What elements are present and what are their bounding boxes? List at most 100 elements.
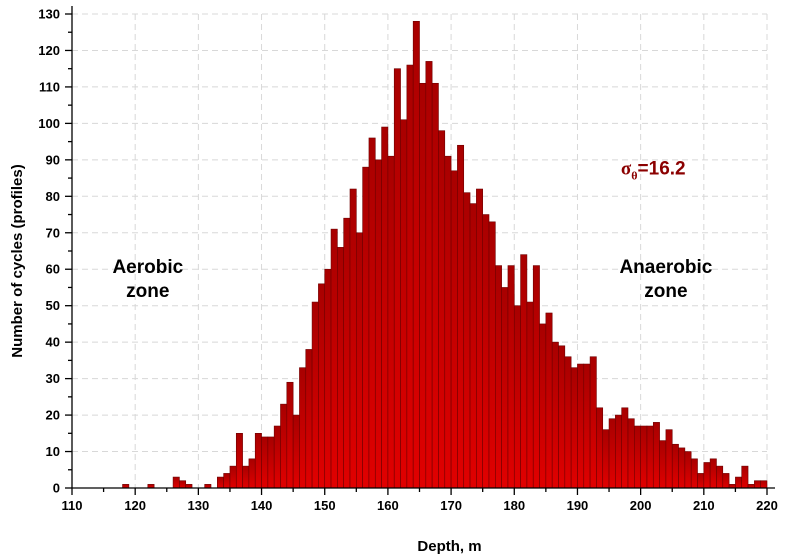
histogram-bar — [349, 188, 357, 489]
histogram-bar — [501, 287, 509, 489]
histogram-bar — [659, 440, 667, 489]
y-tick-label: 130 — [38, 7, 60, 22]
x-tick-label: 200 — [630, 498, 652, 513]
histogram-bar — [722, 473, 730, 489]
histogram-bar — [330, 228, 338, 489]
histogram-bar — [507, 265, 515, 489]
histogram-bar — [608, 418, 616, 489]
histogram-bar — [172, 476, 180, 489]
histogram-bar — [463, 192, 471, 489]
histogram-bar — [280, 403, 288, 489]
histogram-bar — [488, 221, 496, 489]
y-tick-label: 40 — [46, 335, 60, 350]
histogram-bar — [634, 425, 641, 489]
y-tick-label: 20 — [46, 408, 60, 423]
y-tick-label: 60 — [46, 262, 60, 277]
histogram-bar — [735, 476, 743, 489]
histogram-bar — [671, 443, 679, 489]
histogram-bar — [678, 447, 686, 489]
y-tick-label: 0 — [53, 481, 60, 496]
histogram-bar — [684, 451, 692, 489]
histogram-bar — [709, 458, 717, 489]
histogram-bar — [267, 436, 275, 489]
histogram-bar — [431, 82, 439, 489]
x-tick-label: 140 — [251, 498, 273, 513]
histogram-bar — [665, 429, 673, 489]
x-tick-label: 130 — [188, 498, 210, 513]
histogram-bar — [393, 68, 401, 489]
x-tick-label: 180 — [503, 498, 525, 513]
y-tick-label: 110 — [39, 79, 60, 94]
x-axis-label: Depth, m — [417, 538, 481, 555]
y-tick-label: 50 — [46, 298, 60, 313]
histogram-bar — [596, 407, 604, 489]
histogram-bar — [476, 188, 483, 489]
histogram-bar — [337, 247, 344, 489]
x-tick-label: 190 — [567, 498, 589, 513]
histogram-bar — [690, 458, 698, 489]
histogram-bar — [248, 458, 256, 489]
histogram-bar — [457, 144, 465, 489]
x-tick-label: 220 — [756, 498, 778, 513]
histogram-bar — [273, 425, 281, 489]
histogram-bar — [570, 367, 578, 489]
x-tick-label: 120 — [124, 498, 146, 513]
histogram-bar — [754, 480, 761, 489]
histogram-bar — [217, 476, 224, 489]
y-tick-label: 30 — [46, 371, 60, 386]
histogram-bar — [299, 367, 307, 489]
histogram-bar — [235, 433, 243, 489]
histogram-bar — [374, 159, 382, 489]
y-tick-label: 10 — [46, 444, 60, 459]
axes — [65, 6, 775, 495]
histogram-bar — [716, 465, 724, 489]
zone-annotation: Aerobic zone — [112, 257, 183, 302]
histogram-bar — [311, 301, 319, 489]
histogram-bar — [368, 137, 376, 489]
histogram-bar — [425, 61, 433, 489]
zone-annotation: Anaerobic zone — [619, 257, 712, 302]
histogram-bar — [469, 203, 477, 489]
histogram-bar — [526, 301, 534, 489]
x-tick-label: 150 — [314, 498, 336, 513]
histogram-bar — [381, 126, 389, 489]
histogram-bar — [513, 305, 521, 489]
histogram-bar — [292, 414, 300, 489]
histogram-bar — [444, 155, 452, 489]
histogram-bars — [122, 20, 768, 489]
x-tick-label: 160 — [377, 498, 399, 513]
histogram-bar — [406, 64, 414, 489]
histogram-bar — [558, 345, 566, 489]
histogram-bar — [450, 170, 458, 489]
y-tick-label: 90 — [46, 152, 60, 167]
y-tick-label: 120 — [38, 43, 60, 58]
histogram-bar — [482, 214, 490, 489]
y-axis-label: Number of cycles (profiles) — [9, 164, 26, 357]
histogram-bar — [520, 254, 528, 489]
x-tick-label: 170 — [440, 498, 462, 513]
x-tick-label: 210 — [693, 498, 715, 513]
sigma-annotation: σθ=16.2 — [621, 158, 686, 182]
histogram-bar — [343, 217, 351, 489]
histogram-bar — [242, 465, 250, 489]
histogram-bar — [324, 268, 332, 489]
histogram-bar — [602, 429, 610, 489]
y-tick-label: 80 — [46, 189, 60, 204]
histogram-bar — [760, 480, 768, 489]
histogram-bar — [621, 407, 629, 489]
histogram-bar — [564, 356, 572, 489]
histogram-bar — [495, 265, 502, 489]
histogram-bar — [583, 363, 591, 489]
histogram-bar — [400, 119, 408, 489]
histogram-bar — [229, 465, 237, 489]
histogram-bar — [356, 232, 363, 489]
histogram-bar — [640, 425, 648, 489]
histogram-bar — [286, 381, 294, 489]
histogram-bar — [532, 265, 540, 489]
histogram-bar — [305, 349, 313, 489]
histogram-bar — [652, 422, 660, 489]
histogram-bar — [179, 480, 187, 489]
histogram-bar — [318, 283, 326, 489]
x-tick-label: 110 — [62, 498, 83, 513]
histogram-bar — [703, 462, 711, 489]
